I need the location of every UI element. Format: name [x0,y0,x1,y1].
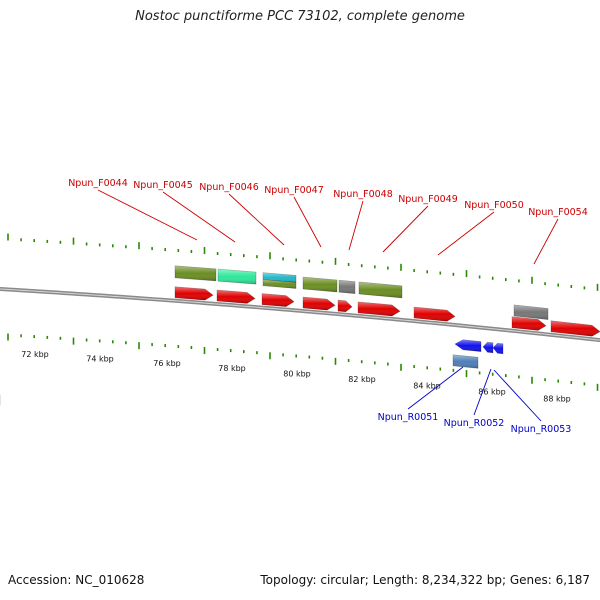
gene-feature-6-shading [358,301,400,316]
leader-line [407,366,464,410]
scale-label: 88 kbp [543,395,571,404]
leader-line [473,368,492,416]
scale-label: 82 kbp [348,375,376,384]
outer-tick-ring [7,233,599,291]
gene-feature-2-shading [217,289,255,304]
gene-feature-20-shading [493,343,503,354]
scale-label: 86 kbp [478,388,506,397]
label-leader-lines [97,189,559,422]
gene-feature-1-shading [175,286,213,301]
leader-line [493,369,542,422]
scale-label: 72 kbp [21,350,49,359]
genome-backbone-highlight [0,288,600,341]
gene-feature-14-shading [303,277,337,292]
gene-label-npun-r0053[interactable]: Npun_R0053 [511,424,572,435]
gene-feature-10-shading [175,265,216,281]
gene-feature-15-shading [339,280,355,294]
gene-feature-3-shading [262,293,294,307]
genome-backbone [0,286,600,343]
gene-feature-4-shading [303,297,335,311]
scale-label: 84 kbp [413,381,441,390]
leader-line [162,191,236,243]
leader-line [533,218,559,265]
genome-summary-text: Topology: circular; Length: 8,234,322 bp… [260,573,590,587]
leader-line [228,193,285,246]
scale-label: 76 kbp [153,359,181,368]
gene-label-npun-r0052[interactable]: Npun_R0052 [444,418,505,429]
scale-label: 74 kbp [86,354,114,363]
gene-label-npun-f0049[interactable]: Npun_F0049 [398,194,458,205]
gene-label-npun-r0051[interactable]: Npun_R0051 [378,412,439,423]
page-title: Nostoc punctiforme PCC 73102, complete g… [135,9,465,24]
gene-label-npun-f0050[interactable]: Npun_F0050 [464,200,524,211]
gene-label-npun-f0047[interactable]: Npun_F0047 [264,185,324,196]
scale-label: 78 kbp [218,364,246,373]
gene-label-npun-f0044[interactable]: Npun_F0044 [68,178,128,189]
leader-line [293,196,322,248]
gene-feature-19-shading [483,342,493,353]
leader-line [97,189,198,241]
gene-label-npun-f0054[interactable]: Npun_F0054 [528,207,588,218]
leader-line [382,205,429,253]
inner-tick-ring [7,333,599,391]
accession-text: Accession: NC_010628 [8,573,145,587]
gene-labels: Npun_F0044 Npun_F0045 Npun_F0046 Npun_F0… [68,178,588,435]
gene-feature-16-shading [359,281,402,298]
gene-feature-21-shading [453,354,478,369]
scale-label: 80 kbp [283,370,311,379]
gene-label-npun-f0048[interactable]: Npun_F0048 [333,189,393,200]
gene-feature-11-shading [218,269,256,285]
leader-line [348,200,364,251]
gene-feature-17-shading [514,304,548,320]
gene-feature-9-shading [551,320,600,337]
gene-feature-5-shading [338,300,352,312]
gene-label-npun-f0045[interactable]: Npun_F0045 [133,180,193,191]
gene-feature-12-shading [263,272,296,283]
gene-feature-13-shading [263,279,296,289]
gene-features [0,265,600,406]
gene-feature-18-shading [455,339,481,352]
scale-labels: 72 kbp 74 kbp 76 kbp 78 kbp 80 kbp 82 kb… [21,350,571,403]
gene-label-npun-f0046[interactable]: Npun_F0046 [199,182,259,193]
gene-feature-8-shading [512,316,546,331]
leader-line [437,211,495,256]
gene-feature-7-shading [414,307,455,322]
